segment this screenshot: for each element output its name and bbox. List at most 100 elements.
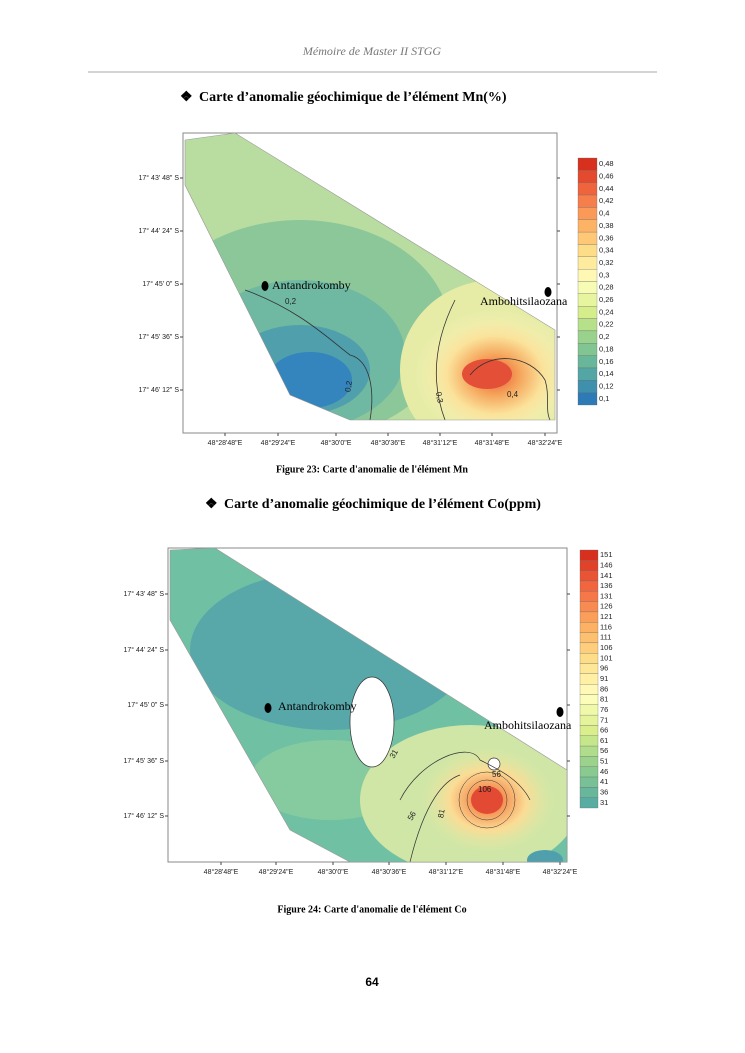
legend-label: 31 xyxy=(600,798,608,807)
legend-label: 96 xyxy=(600,664,608,673)
y-tick-label: 17° 45' 36" S xyxy=(139,333,180,341)
legend-label: 0,16 xyxy=(599,357,614,366)
page-number: 64 xyxy=(365,975,379,989)
y-tick-label: 17° 43' 48" S xyxy=(139,174,180,182)
legend-swatch xyxy=(579,591,599,602)
bullet: ❖ xyxy=(205,497,218,512)
contour-label: 0,4 xyxy=(507,390,519,399)
place-label: Antandrokomby xyxy=(272,278,351,292)
legend-label: 0,4 xyxy=(599,209,609,218)
place-label: Antandrokomby xyxy=(278,699,357,713)
x-tick-label: 48°31'48"E xyxy=(486,868,521,876)
x-tick-label: 48°28'48"E xyxy=(204,868,239,876)
legend-label: 136 xyxy=(600,581,613,590)
legend-swatch xyxy=(579,776,599,788)
legend-label: 0,32 xyxy=(599,258,614,267)
legend-label: 0,46 xyxy=(599,172,614,181)
legend-swatch xyxy=(579,766,599,778)
legend-label: 151 xyxy=(600,550,613,559)
legend-label: 0,24 xyxy=(599,307,614,316)
legend-swatch xyxy=(579,570,599,582)
legend-label: 61 xyxy=(600,736,608,745)
legend-swatch xyxy=(577,293,598,307)
place-marker xyxy=(264,703,272,713)
legend-label: 116 xyxy=(600,622,612,631)
legend-label: 0,12 xyxy=(599,381,614,390)
legend-label: 56 xyxy=(600,746,608,755)
legend-label: 86 xyxy=(600,684,608,693)
contour-label: 56 xyxy=(492,770,501,779)
legend-label: 51 xyxy=(600,757,608,766)
legend-swatch xyxy=(577,343,598,356)
legend-label: 146 xyxy=(600,560,613,569)
x-tick-label: 48°30'0"E xyxy=(318,868,349,876)
legend-swatch xyxy=(579,714,599,726)
legend-label: 0,3 xyxy=(599,270,609,279)
legend-swatch xyxy=(579,756,599,767)
contour-label: 0,2 xyxy=(285,297,297,306)
figure-caption: Figure 23: Carte d'anomalie de l'élément… xyxy=(276,464,468,475)
y-tick-label: 17° 46' 12" S xyxy=(139,386,180,394)
legend-swatch xyxy=(577,219,598,233)
legend-label: 0,44 xyxy=(599,184,614,193)
legend-label: 0,28 xyxy=(599,283,614,292)
figure-caption: Figure 24: Carte d'anomalie de l'élément… xyxy=(277,904,466,915)
y-tick-label: 17° 44' 24" S xyxy=(124,646,165,654)
legend-swatch xyxy=(577,256,598,270)
y-tick-label: 17° 45' 0" S xyxy=(127,701,164,709)
place-label: Ambohitsilaozana xyxy=(480,294,568,308)
legend-label: 91 xyxy=(600,674,608,683)
legend-swatch xyxy=(579,673,599,685)
legend-swatch xyxy=(579,642,599,654)
x-tick-label: 48°30'36"E xyxy=(372,868,407,876)
legend-swatch xyxy=(577,182,598,196)
legend-label: 0,48 xyxy=(599,159,614,168)
legend-label: 36 xyxy=(600,788,608,797)
legend-swatch xyxy=(579,745,599,757)
legend-label: 0,42 xyxy=(599,196,614,205)
legend-swatch xyxy=(577,355,598,369)
legend-swatch xyxy=(579,601,599,613)
legend-label: 66 xyxy=(600,726,608,735)
y-tick-label: 17° 45' 0" S xyxy=(142,280,179,288)
legend-label: 71 xyxy=(600,715,608,724)
legend-swatch xyxy=(577,380,598,393)
x-tick-label: 48°28'48"E xyxy=(208,439,243,447)
legend-label: 106 xyxy=(600,643,613,652)
x-tick-label: 48°29'24"E xyxy=(261,439,296,447)
figure-heading: Carte d’anomalie géochimique de l’élémen… xyxy=(199,90,507,105)
map-outline xyxy=(184,132,556,421)
x-tick-label: 48°30'36"E xyxy=(371,439,406,447)
legend-label: 101 xyxy=(600,653,613,662)
legend-label: 0,1 xyxy=(599,394,609,403)
place-label: Ambohitsilaozana xyxy=(484,718,572,732)
legend-swatch xyxy=(577,170,598,183)
y-tick-label: 17° 46' 12" S xyxy=(124,812,165,820)
x-tick-label: 48°30'0"E xyxy=(321,439,352,447)
legend-swatch xyxy=(579,704,599,716)
map-outline xyxy=(169,547,568,863)
x-tick-label: 48°32'24"E xyxy=(543,868,578,876)
legend-label: 0,36 xyxy=(599,233,614,242)
legend-label: 141 xyxy=(600,571,613,580)
legend-swatch xyxy=(577,367,598,381)
y-tick-label: 17° 43' 48" S xyxy=(124,590,165,598)
legend-label: 41 xyxy=(600,777,608,786)
legend-label: 0,2 xyxy=(599,332,609,341)
place-marker xyxy=(261,281,269,291)
place-marker xyxy=(544,287,552,297)
legend-swatch xyxy=(579,684,599,695)
legend-swatch xyxy=(579,694,599,705)
x-tick-label: 48°29'24"E xyxy=(259,868,294,876)
contour-label: 0,3 xyxy=(434,391,445,404)
legend-label: 0,18 xyxy=(599,344,614,353)
contour-label: 81 xyxy=(436,808,447,819)
legend-swatch xyxy=(577,268,598,282)
legend-label: 0,34 xyxy=(599,246,614,255)
contour-label: 0,2 xyxy=(343,380,354,393)
x-tick-label: 48°31'48"E xyxy=(475,439,510,447)
legend-swatch xyxy=(577,306,598,319)
legend-swatch xyxy=(579,632,599,644)
legend-label: 0,26 xyxy=(599,295,614,304)
